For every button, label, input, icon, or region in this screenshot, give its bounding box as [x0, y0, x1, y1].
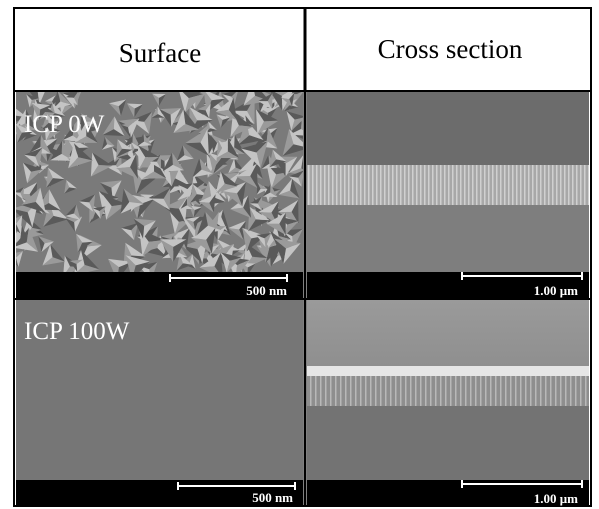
- column-header: Surface: [119, 38, 201, 68]
- film-layer: [307, 376, 589, 406]
- row-label: ICP 100W: [24, 318, 130, 345]
- row-label: ICP 0W: [24, 111, 105, 138]
- substrate: [307, 406, 589, 480]
- column-header: Cross section: [378, 34, 523, 64]
- substrate: [307, 205, 589, 272]
- scale-label: 500 nm: [246, 283, 287, 298]
- film-top: [307, 366, 589, 376]
- film-layer: [307, 165, 589, 205]
- scale-label: 500 nm: [252, 490, 293, 505]
- scale-label: 1.00 μm: [534, 283, 578, 298]
- figure: Surface Cross section 500 nm 1.00 μm 500…: [0, 0, 599, 509]
- scale-label: 1.00 μm: [534, 491, 578, 506]
